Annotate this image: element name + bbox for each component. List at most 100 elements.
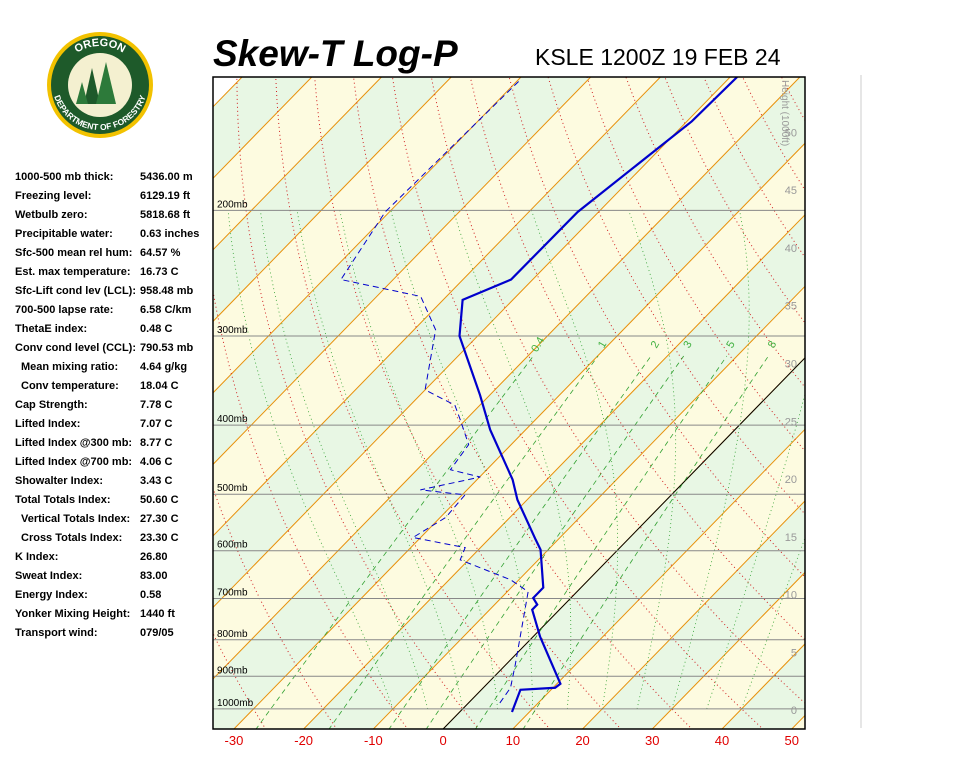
isotherm [303, 214, 805, 729]
height-tick-label: 35 [785, 301, 797, 313]
index-value: 26.80 [140, 551, 168, 563]
index-value: 64.57 % [140, 247, 181, 259]
index-value: 18.04 C [140, 380, 179, 392]
dry-adiabat [213, 288, 409, 729]
pressure-label: 700mb [217, 587, 248, 598]
index-label: 700-500 lapse rate: [15, 304, 113, 316]
mixing-ratio-line [255, 355, 534, 729]
height-tick-label: 15 [785, 532, 797, 544]
isotherm [582, 500, 805, 729]
index-label: Lifted Index @300 mb: [15, 437, 132, 449]
moist-adiabat [671, 210, 750, 710]
isotherm [233, 142, 805, 729]
pressure-label: 400mb [217, 414, 248, 425]
index-label: Energy Index: [15, 589, 88, 601]
mixing-ratio-line [388, 355, 652, 729]
index-label: Mean mixing ratio: [21, 361, 118, 373]
height-tick-label: 10 [785, 590, 797, 602]
isotherm [213, 77, 452, 323]
index-label: Cap Strength: [15, 399, 88, 411]
pressure-label: 900mb [217, 665, 248, 676]
index-value: 3.43 C [140, 475, 172, 487]
zero-isotherm [442, 357, 805, 729]
index-label: Cross Totals Index: [21, 532, 122, 544]
moist-adiabat [453, 210, 572, 709]
index-label: Sfc-500 mean rel hum: [15, 247, 132, 259]
pressure-label: 800mb [217, 629, 248, 640]
index-label: Total Totals Index: [15, 494, 111, 506]
index-value: 5818.68 ft [140, 209, 190, 221]
index-label: Transport wind: [15, 627, 98, 639]
index-value: 5436.00 m [140, 171, 193, 183]
x-tick-label: -10 [364, 733, 383, 748]
index-label: Lifted Index: [15, 418, 80, 430]
mixing-ratio-line [328, 355, 599, 729]
x-tick-label: -30 [225, 733, 244, 748]
index-value: 079/05 [140, 627, 174, 639]
moist-adiabat [339, 210, 498, 709]
index-label: Conv cond level (CCL): [15, 342, 136, 354]
index-value: 7.78 C [140, 399, 172, 411]
height-tick-label: 25 [785, 416, 797, 428]
isotherm [213, 77, 731, 609]
index-label: Wetbulb zero: [15, 209, 88, 221]
pressure-label: 200mb [217, 199, 248, 210]
x-tick-label: -20 [294, 733, 313, 748]
index-value: 23.30 C [140, 532, 179, 544]
dewpoint-profile [340, 79, 529, 704]
temperature-band [861, 77, 960, 729]
index-label: Vertical Totals Index: [21, 513, 130, 525]
mixing-ratio-label: 5 [724, 339, 737, 350]
dry-adiabat [508, 77, 805, 578]
pressure-label: 500mb [217, 483, 248, 494]
index-label: Sweat Index: [15, 570, 82, 582]
svg-text:OREGON: OREGON [73, 37, 128, 56]
isotherm [213, 77, 661, 537]
logo-top-text: OREGON [73, 37, 128, 56]
index-value: 8.77 C [140, 437, 172, 449]
mixing-ratio-line [425, 355, 685, 729]
x-tick-label: 0 [439, 733, 446, 748]
height-tick-label: 20 [785, 474, 797, 486]
index-value: 50.60 C [140, 494, 179, 506]
isotherm [651, 571, 805, 729]
x-tick-label: 20 [575, 733, 589, 748]
dry-adiabat [430, 77, 805, 704]
height-tick-label: 40 [785, 243, 797, 255]
index-label: ThetaE index: [15, 323, 87, 335]
x-tick-label: 50 [785, 733, 799, 748]
index-value: 958.48 mb [140, 285, 193, 297]
height-tick-label: 30 [785, 358, 797, 370]
index-value: 6.58 C/km [140, 304, 192, 316]
pressure-label: 300mb [217, 325, 248, 336]
dry-adiabat [213, 632, 267, 729]
isotherm [213, 77, 522, 394]
moist-adiabat [531, 210, 619, 709]
temperature-band [213, 77, 805, 729]
dry-adiabat [275, 77, 551, 729]
height-axis-label: Height (1000ft) [779, 80, 790, 146]
index-value: 790.53 mb [140, 342, 193, 354]
x-tick-label: 30 [645, 733, 659, 748]
index-value: 0.48 C [140, 323, 172, 335]
isotherm [373, 285, 805, 729]
index-label: Showalter Index: [15, 475, 103, 487]
logo: OREGON DEPARTMENT OF FORESTRY [47, 32, 153, 138]
index-value: 0.63 inches [140, 228, 199, 240]
x-tick-label: 10 [506, 733, 520, 748]
dry-adiabat [937, 77, 960, 730]
mixing-ratio-label: 8 [766, 339, 779, 350]
index-value: 0.58 [140, 589, 161, 601]
pressure-label: 1000mb [217, 698, 254, 709]
dry-adiabat [859, 77, 960, 730]
index-label: Precipitable water: [15, 228, 113, 240]
index-value: 16.73 C [140, 266, 179, 278]
indices: 1000-500 mb thick: 5436.00 m Freezing leve… [15, 171, 199, 639]
mixing-ratio-label: 1 [596, 339, 609, 350]
index-value: 7.07 C [140, 418, 172, 430]
height-tick-label: 0 [791, 705, 797, 717]
dry-adiabat [820, 77, 960, 730]
index-label: Conv temperature: [21, 380, 119, 392]
plot-background [213, 77, 960, 730]
